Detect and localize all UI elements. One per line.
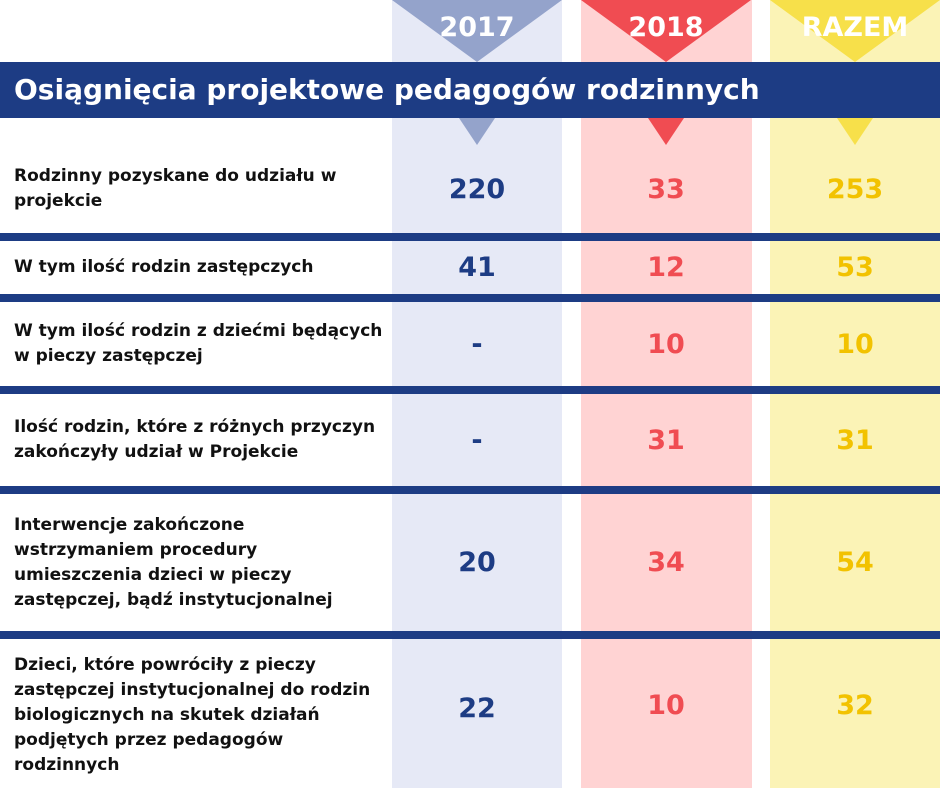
row-label: Dzieci, które powróciły z pieczy zastępc… xyxy=(14,654,371,775)
value-2018: 34 xyxy=(647,547,685,578)
column-header-2018: 2018 xyxy=(628,12,704,43)
value-2018: 10 xyxy=(647,689,685,721)
row-label: W tym ilość rodzin zastępczych xyxy=(14,257,314,277)
row-divider xyxy=(0,233,940,241)
value-2017: 41 xyxy=(458,252,496,283)
value-2018: 12 xyxy=(647,252,685,283)
row-divider xyxy=(0,486,940,494)
value-2018: 31 xyxy=(647,424,685,456)
value-razem: 53 xyxy=(836,252,874,283)
column-header-2017: 2017 xyxy=(439,12,515,43)
row-divider xyxy=(0,631,940,639)
value-2017: 22 xyxy=(458,692,496,724)
row-divider xyxy=(0,386,940,394)
row-label: Ilość rodzin, które z różnych przyczyn z… xyxy=(14,417,376,462)
value-2017: 20 xyxy=(458,547,496,578)
pointer-triangle-2018 xyxy=(648,118,684,145)
title-bar: Osiągnięcia projektowe pedagogów rodzinn… xyxy=(0,62,940,118)
row-label: W tym ilość rodzin z dziećmi będących w … xyxy=(14,321,383,366)
pointer-triangle-2017 xyxy=(459,118,495,145)
value-razem: 31 xyxy=(836,424,874,456)
value-2018: 33 xyxy=(647,173,685,205)
header-triangle-2018 xyxy=(581,0,751,62)
value-razem: 54 xyxy=(836,547,874,578)
row-label: Rodzinny pozyskane do udziału w projekci… xyxy=(14,166,337,211)
header-triangle-2017 xyxy=(392,0,562,62)
value-razem: 32 xyxy=(836,689,874,721)
value-2017: - xyxy=(471,328,483,360)
page-title: Osiągnięcia projektowe pedagogów rodzinn… xyxy=(14,73,760,106)
column-header-razem: RAZEM xyxy=(801,12,909,43)
pointer-triangle-razem xyxy=(837,118,873,145)
value-2018: 10 xyxy=(647,328,685,360)
value-razem: 253 xyxy=(826,173,884,205)
row-label: Interwencje zakończone wstrzymaniem proc… xyxy=(14,514,333,610)
value-2017: 220 xyxy=(448,173,506,205)
header-triangle-razem xyxy=(770,0,940,62)
value-2017: - xyxy=(471,424,483,456)
row-divider xyxy=(0,294,940,302)
value-razem: 10 xyxy=(836,328,874,360)
